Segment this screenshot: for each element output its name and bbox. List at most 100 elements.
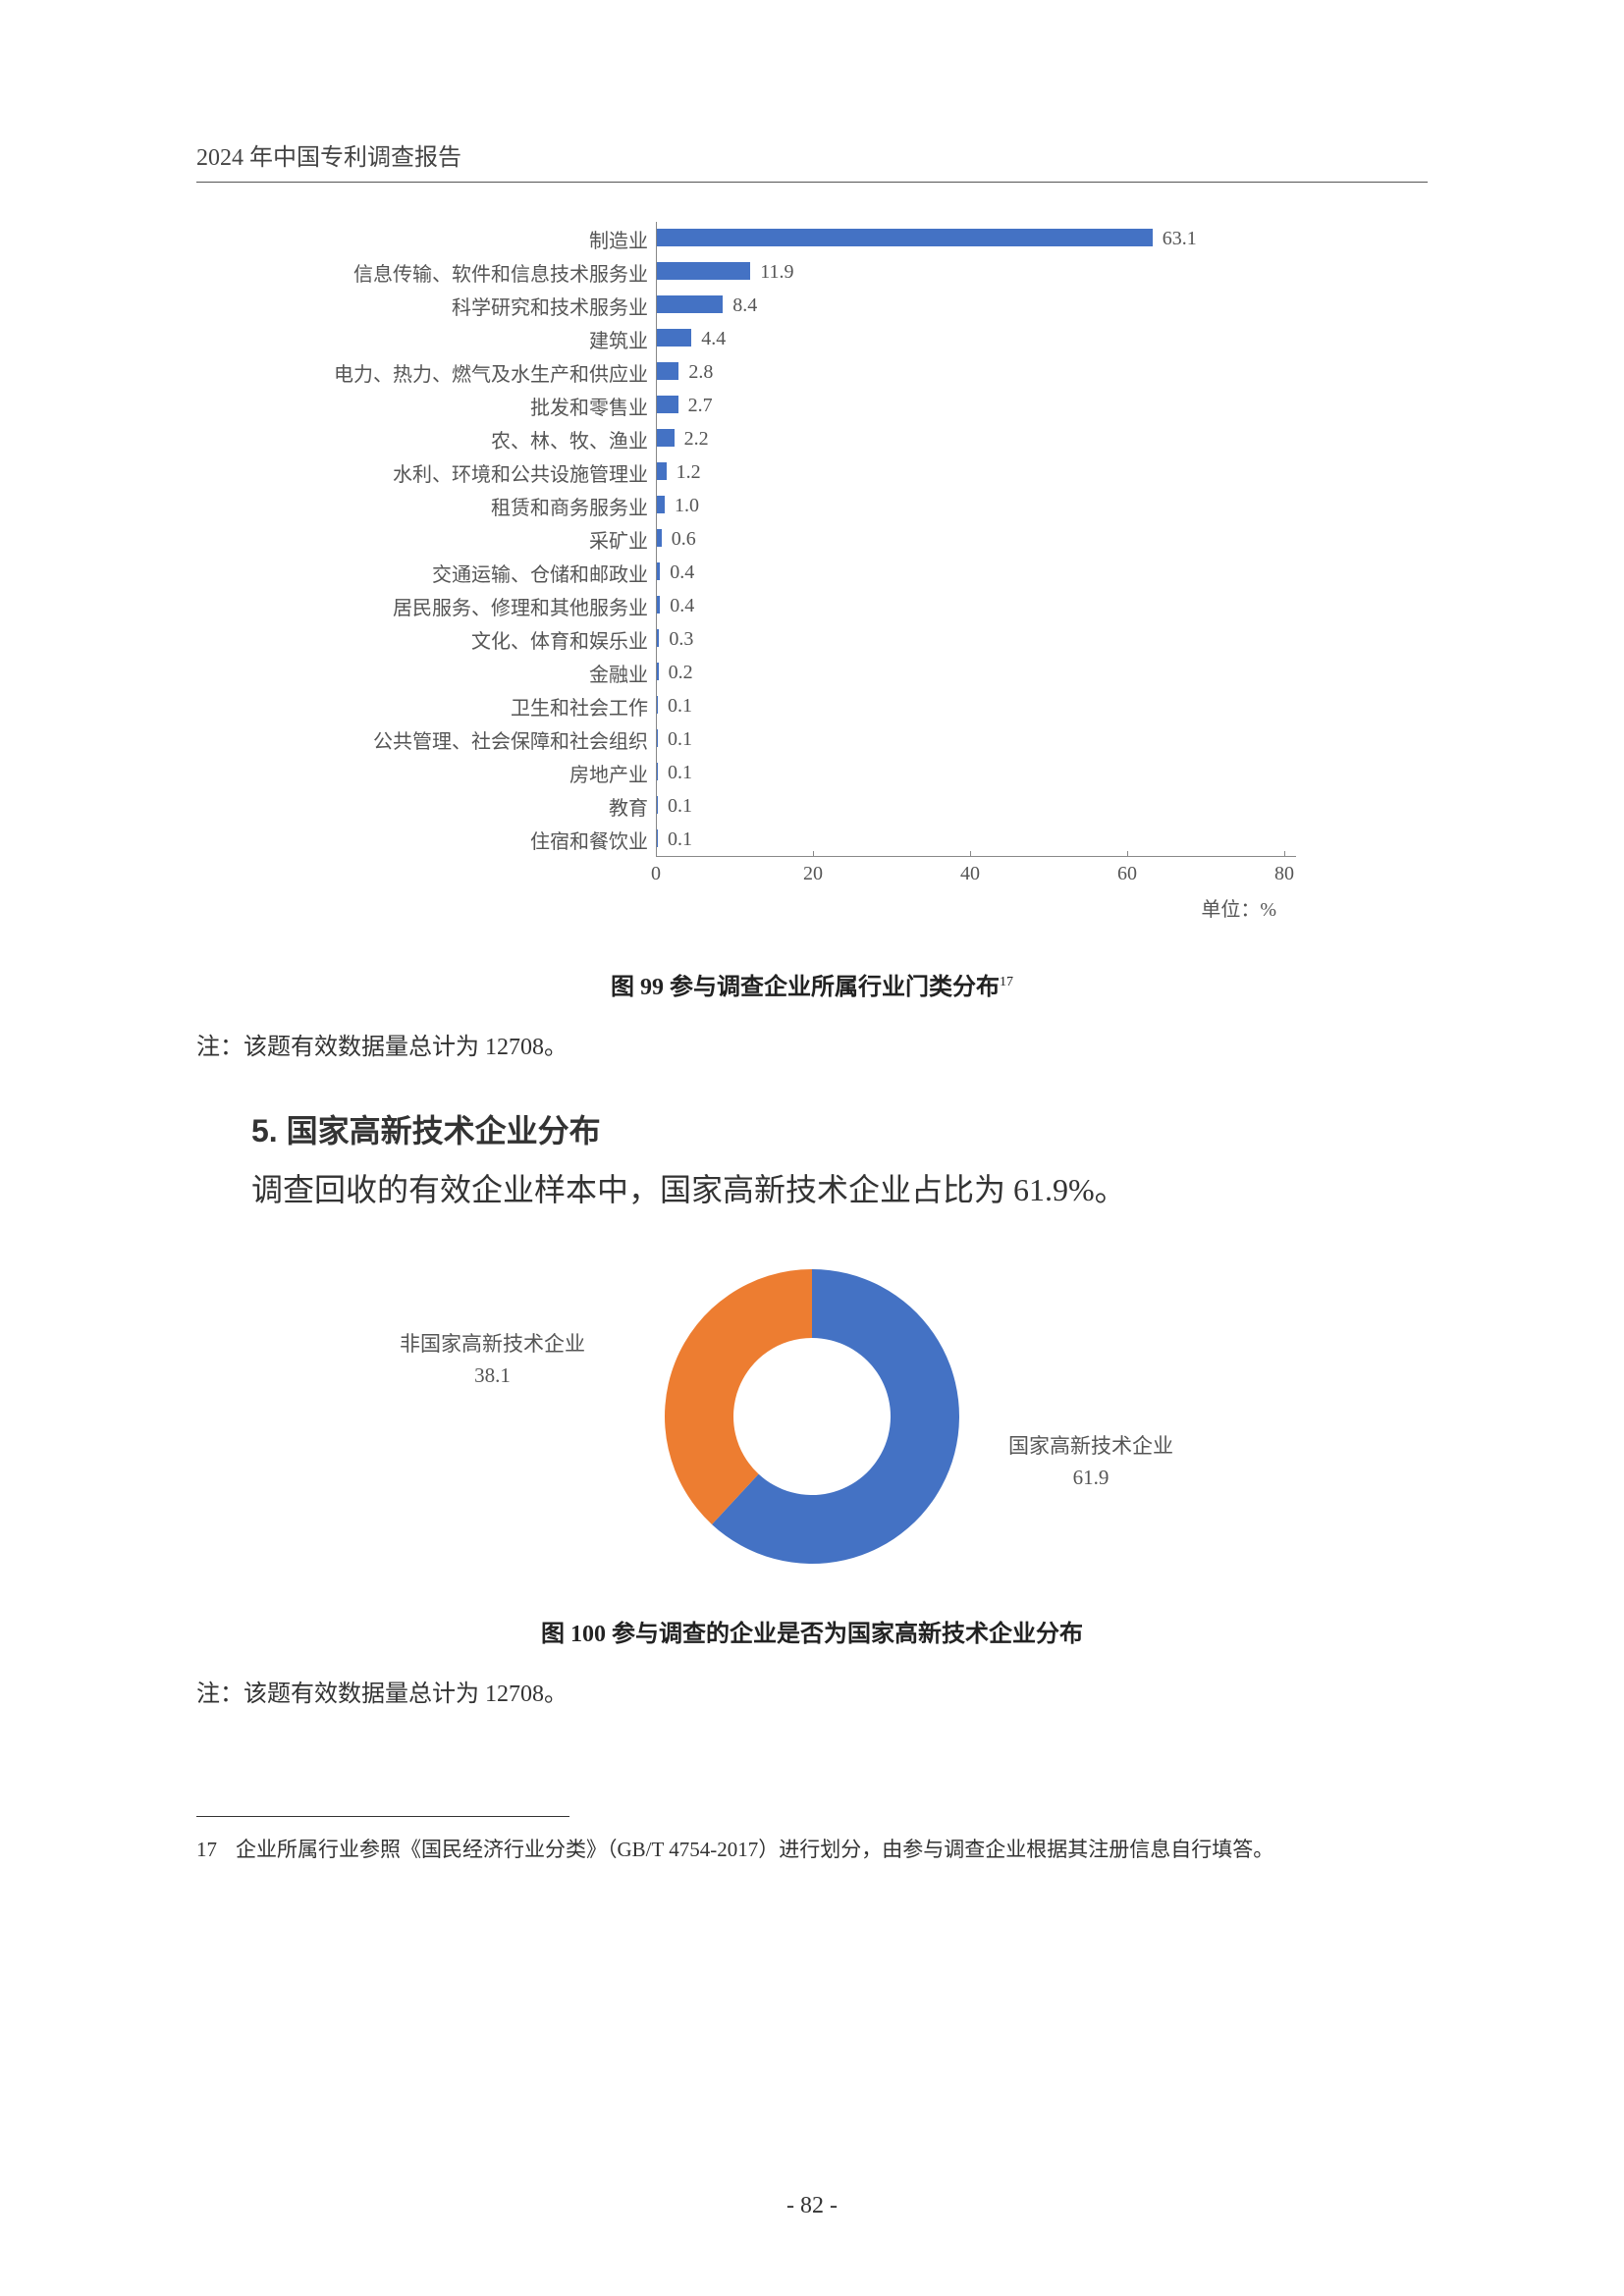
bar-row: 信息传输、软件和信息技术服务业11.9 (255, 255, 1296, 289)
bar-category-label: 公共管理、社会保障和社会组织 (255, 725, 656, 754)
bar-row: 电力、热力、燃气及水生产和供应业 2.8 (255, 355, 1296, 389)
bar-track: 0.3 (656, 622, 1296, 656)
x-tick-label: 20 (803, 863, 823, 885)
x-tick-label: 60 (1117, 863, 1137, 885)
donut-label-high-tech: 国家高新技术企业61.9 (1008, 1431, 1173, 1493)
bar-row: 教育0.1 (255, 789, 1296, 823)
bar-value-label: 0.2 (659, 662, 693, 684)
bar-fill (657, 496, 665, 513)
bar-category-label: 文化、体育和娱乐业 (255, 625, 656, 654)
bar-row: 水利、环境和公共设施管理业1.2 (255, 455, 1296, 489)
figure-100-note: 注：该题有效数据量总计为 12708。 (196, 1674, 1428, 1708)
bar-category-label: 金融业 (255, 659, 656, 687)
bar-row: 建筑业4.4 (255, 322, 1296, 355)
bar-value-label: 63.1 (1153, 228, 1197, 250)
bar-value-label: 0.1 (658, 762, 692, 784)
figure-99-caption-text: 图 99 参与调查企业所属行业门类分布 (611, 975, 1000, 1000)
bar-fill (657, 396, 678, 413)
x-axis-unit-label: 单位：% (255, 893, 1276, 922)
bar-value-label: 1.2 (667, 461, 701, 484)
bar-track: 11.9 (656, 255, 1296, 289)
figure-99-note: 注：该题有效数据量总计为 12708。 (196, 1027, 1428, 1061)
section-5-paragraph: 调查回收的有效企业样本中，国家高新技术企业占比为 61.9%。 (251, 1165, 1428, 1215)
bar-value-label: 0.6 (662, 528, 696, 551)
bar-row: 制造业 63.1 (255, 222, 1296, 255)
figure-99-caption-footnote-ref: 17 (1000, 975, 1013, 989)
bar-row: 租赁和商务服务业 1.0 (255, 489, 1296, 522)
page: 2024 年中国专利调查报告 制造业 63.1 信息传输、软件和信息技术服务业11.… (0, 0, 1624, 2296)
bar-category-label: 电力、热力、燃气及水生产和供应业 (255, 358, 656, 387)
page-number: - 82 - (0, 2193, 1624, 2219)
bar-row: 金融业0.2 (255, 656, 1296, 689)
bar-track: 0.2 (656, 656, 1296, 689)
bar-track: 0.1 (656, 823, 1296, 856)
bar-fill (657, 295, 723, 313)
bar-track: 2.2 (656, 422, 1296, 455)
bar-fill (657, 362, 678, 380)
bar-value-label: 0.3 (659, 628, 693, 651)
x-tick-label: 80 (1274, 863, 1294, 885)
bar-track: 0.1 (656, 689, 1296, 722)
bar-fill (657, 229, 1153, 246)
x-tick-label: 40 (960, 863, 980, 885)
bar-fill (657, 329, 691, 347)
bar-category-label: 租赁和商务服务业 (255, 492, 656, 520)
bar-category-label: 卫生和社会工作 (255, 692, 656, 721)
bar-category-label: 房地产业 (255, 759, 656, 787)
footnote-number: 17 (196, 1833, 236, 1868)
figure-100-caption: 图 100 参与调查的企业是否为国家高新技术企业分布 (196, 1614, 1428, 1648)
bar-category-label: 采矿业 (255, 525, 656, 554)
bar-track: 0.6 (656, 522, 1296, 556)
bar-value-label: 2.2 (675, 428, 709, 451)
bar-category-label: 居民服务、修理和其他服务业 (255, 592, 656, 620)
bar-category-label: 住宿和餐饮业 (255, 826, 656, 854)
bar-value-label: 0.4 (660, 595, 694, 617)
bar-category-label: 农、林、牧、渔业 (255, 425, 656, 454)
bar-value-label: 2.7 (678, 395, 713, 417)
industry-bar-chart: 制造业 63.1 信息传输、软件和信息技术服务业11.9科学研究和技术服务业8.4建… (255, 222, 1296, 922)
bar-row: 科学研究和技术服务业8.4 (255, 289, 1296, 322)
bar-track: 0.1 (656, 722, 1296, 756)
x-tick-label: 0 (651, 863, 661, 885)
page-header-title: 2024 年中国专利调查报告 (196, 137, 1428, 183)
donut-label-non-high-tech: 非国家高新技术企业38.1 (400, 1329, 585, 1391)
high-tech-donut-chart: 非国家高新技术企业38.1 国家高新技术企业61.9 (196, 1264, 1428, 1569)
footnote-17: 17 企业所属行业参照《国民经济行业分类》（GB/T 4754-2017）进行划… (196, 1833, 1428, 1868)
footnote-body: 企业所属行业参照《国民经济行业分类》（GB/T 4754-2017）进行划分，由… (236, 1833, 1428, 1868)
bar-category-label: 教育 (255, 792, 656, 821)
bar-value-label: 2.8 (678, 361, 713, 384)
bar-row: 交通运输、仓储和邮政业0.4 (255, 556, 1296, 589)
bar-category-label: 交通运输、仓储和邮政业 (255, 559, 656, 587)
bar-row: 批发和零售业 2.7 (255, 389, 1296, 422)
bar-value-label: 1.0 (665, 495, 699, 517)
x-axis: 0 20 40 60 80 (255, 856, 1296, 885)
bar-track: 0.1 (656, 756, 1296, 789)
bar-track: 63.1 (656, 222, 1296, 255)
bar-track: 8.4 (656, 289, 1296, 322)
bar-value-label: 0.1 (658, 828, 692, 851)
footnote-separator (196, 1816, 569, 1817)
bar-value-label: 4.4 (691, 328, 726, 350)
bar-value-label: 0.4 (660, 561, 694, 584)
donut-svg (645, 1264, 979, 1569)
bar-track: 1.2 (656, 455, 1296, 489)
figure-99-caption: 图 99 参与调查企业所属行业门类分布17 (196, 967, 1428, 1001)
bar-category-label: 制造业 (255, 225, 656, 253)
bar-track: 2.8 (656, 355, 1296, 389)
bar-row: 文化、体育和娱乐业0.3 (255, 622, 1296, 656)
bar-category-label: 批发和零售业 (255, 392, 656, 420)
bar-track: 1.0 (656, 489, 1296, 522)
bar-row: 居民服务、修理和其他服务业0.4 (255, 589, 1296, 622)
section-5-heading: 5. 国家高新技术企业分布 (251, 1106, 1428, 1151)
bar-row: 公共管理、社会保障和社会组织0.1 (255, 722, 1296, 756)
bar-row: 房地产业0.1 (255, 756, 1296, 789)
bar-track: 0.4 (656, 589, 1296, 622)
donut-slice (665, 1269, 812, 1524)
bar-fill (657, 262, 750, 280)
bar-row: 住宿和餐饮业0.1 (255, 823, 1296, 856)
bar-value-label: 11.9 (750, 261, 793, 284)
bar-fill (657, 462, 667, 480)
bar-value-label: 0.1 (658, 795, 692, 818)
bar-fill (657, 429, 675, 447)
bar-track: 2.7 (656, 389, 1296, 422)
